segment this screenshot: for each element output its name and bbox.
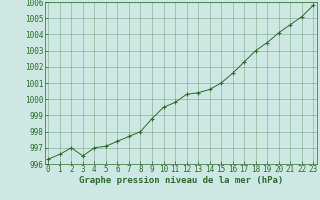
- X-axis label: Graphe pression niveau de la mer (hPa): Graphe pression niveau de la mer (hPa): [79, 176, 283, 185]
